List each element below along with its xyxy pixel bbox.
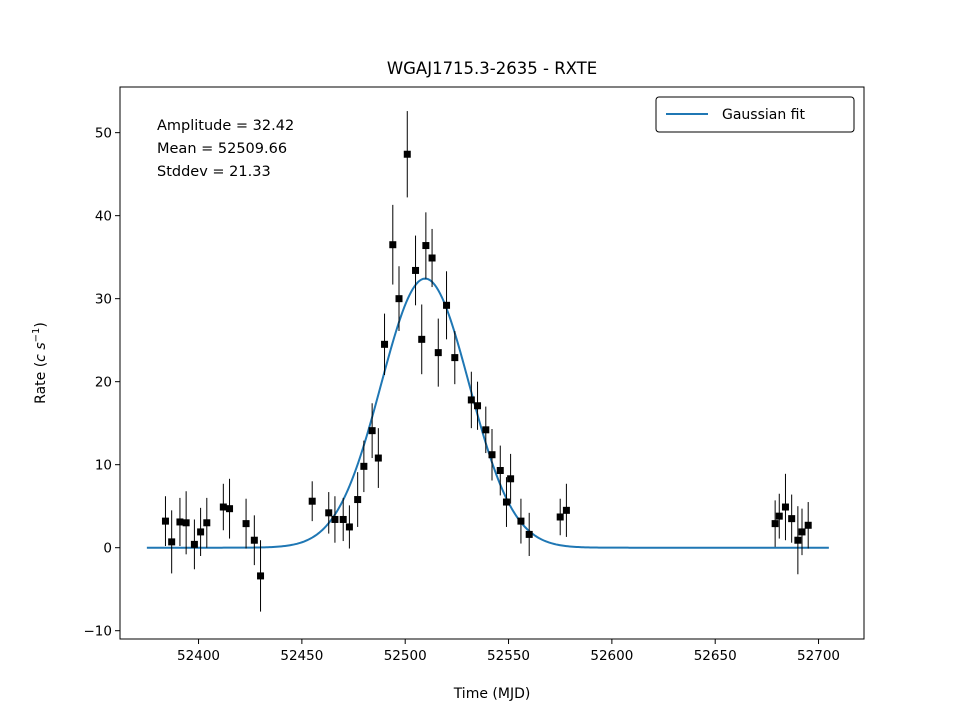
data-point [203, 519, 211, 527]
data-point [257, 572, 265, 580]
data-point [517, 517, 525, 525]
data-point [403, 150, 411, 158]
annotation-stddev: Stddev = 21.33 [157, 164, 271, 180]
y-tick-label: 20 [95, 375, 112, 391]
data-point [804, 521, 812, 529]
annotation-mean: Mean = 52509.66 [157, 141, 287, 157]
data-point [798, 528, 806, 536]
data-point [467, 396, 475, 404]
x-axis-label: Time (MJD) [453, 686, 531, 702]
data-point [428, 254, 436, 262]
x-tick-label: 52600 [590, 648, 633, 664]
data-point [182, 519, 190, 527]
data-point [775, 512, 783, 520]
x-tick-label: 52500 [384, 648, 427, 664]
x-tick-label: 52650 [694, 648, 737, 664]
x-tick-label: 52550 [487, 648, 530, 664]
data-point [502, 498, 510, 506]
y-tick-label: 40 [95, 209, 112, 225]
data-point [443, 301, 451, 309]
data-point [562, 506, 570, 514]
data-point [451, 354, 459, 362]
data-point [374, 454, 382, 462]
data-point [507, 475, 515, 483]
data-point [381, 340, 389, 348]
y-tick-label: −10 [84, 624, 113, 640]
data-point [176, 518, 184, 526]
data-point [794, 536, 802, 544]
data-point [219, 503, 227, 511]
y-tick-label: 50 [95, 126, 112, 142]
legend-label-gaussian-fit: Gaussian fit [722, 107, 805, 123]
data-point [360, 462, 368, 470]
x-tick-label: 52400 [177, 648, 220, 664]
data-point [339, 515, 347, 523]
chart-title: WGAJ1715.3-2635 - RXTE [387, 59, 597, 78]
y-axis-ticks: −10 0 10 20 30 40 50 [84, 126, 120, 640]
data-point [556, 513, 564, 521]
data-point [474, 402, 482, 410]
data-point [482, 426, 490, 434]
data-point [389, 241, 397, 249]
y-tick-label: 10 [95, 458, 112, 474]
data-point [168, 538, 176, 546]
x-tick-label: 52450 [280, 648, 323, 664]
data-point [422, 242, 430, 250]
data-point [496, 466, 504, 474]
data-point [190, 540, 198, 548]
data-point [345, 523, 353, 531]
data-point [488, 451, 496, 459]
x-tick-label: 52700 [797, 648, 840, 664]
gaussian-fit-line [146, 277, 829, 549]
data-point [226, 505, 234, 513]
fit-annotation: Amplitude = 32.42 Mean = 52509.66 Stddev… [157, 118, 294, 180]
y-tick-label: 30 [95, 292, 112, 308]
data-point [325, 509, 333, 517]
data-point [788, 515, 796, 523]
data-point [197, 528, 205, 536]
data-point [418, 335, 426, 343]
data-point [781, 503, 789, 511]
plot-content [146, 111, 829, 612]
legend-box [655, 96, 855, 133]
data-point [242, 520, 250, 528]
data-point [434, 349, 442, 357]
data-point [308, 497, 316, 505]
data-point [525, 530, 533, 538]
data-point [771, 520, 779, 528]
y-tick-label: 0 [103, 541, 112, 557]
data-point [395, 295, 403, 303]
data-point [368, 427, 376, 435]
x-axis-ticks: 52400 52450 52500 52550 52600 52650 52700 [177, 639, 840, 664]
annotation-amplitude: Amplitude = 32.42 [157, 118, 294, 134]
plot-frame [119, 86, 865, 640]
data-point [161, 517, 169, 525]
data-point [412, 266, 420, 274]
data-point [331, 515, 339, 523]
y-axis-label: Rate (c s−1) [31, 322, 49, 404]
data-point [250, 536, 258, 544]
legend: Gaussian fit [655, 96, 855, 133]
data-point [354, 496, 362, 504]
